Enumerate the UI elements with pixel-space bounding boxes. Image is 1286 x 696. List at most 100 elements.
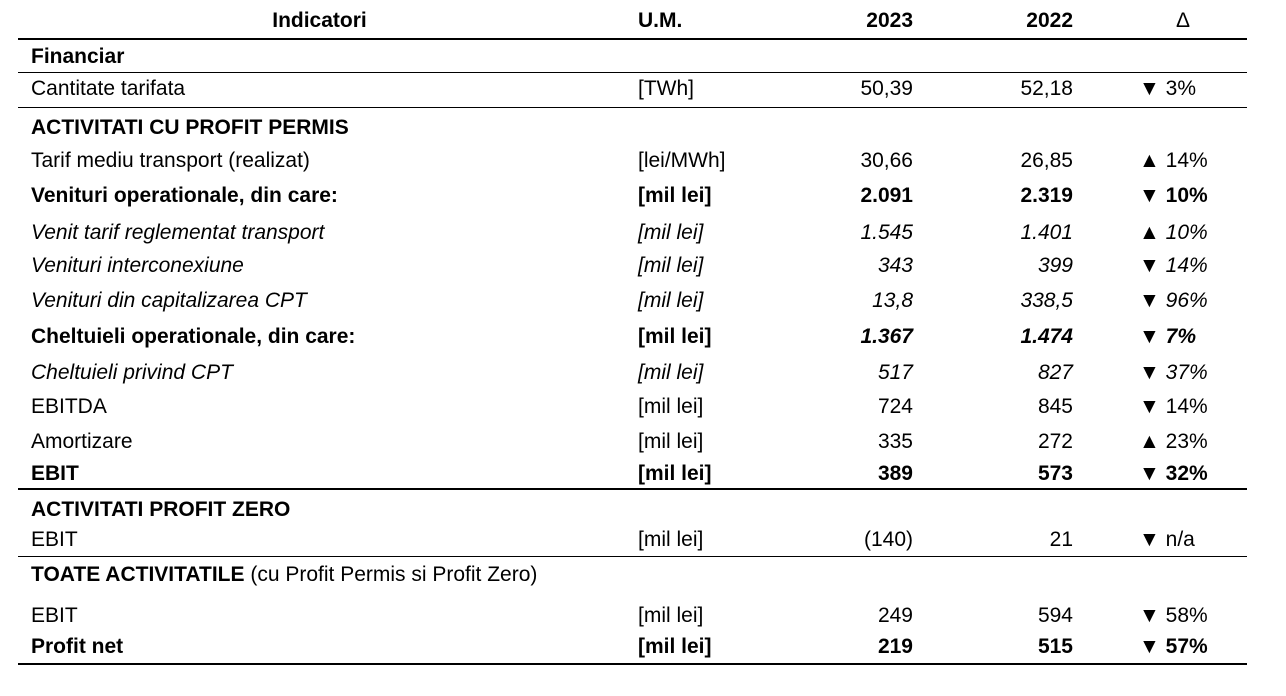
- arrow-down-icon: ▼: [1139, 635, 1160, 658]
- header-indicator: Indicatori: [272, 9, 367, 32]
- section-row: Financiar: [18, 40, 1247, 73]
- delta-percent: n/a: [1165, 528, 1195, 551]
- delta-percent: 14%: [1165, 254, 1208, 277]
- arrow-down-icon: ▼: [1139, 395, 1160, 418]
- value-2022: 2.319: [1020, 184, 1073, 207]
- table-row: Amortizare [mil lei] 335 272 ▲ 23%: [18, 424, 1247, 460]
- row-label: EBIT: [31, 462, 79, 485]
- value-2023: 13,8: [872, 289, 913, 312]
- section-title: ACTIVITATI PROFIT ZERO: [31, 498, 290, 522]
- delta-cell: ▼ n/a: [1139, 528, 1195, 552]
- arrow-down-icon: ▼: [1139, 604, 1160, 627]
- value-2022: 1.474: [1020, 325, 1073, 348]
- delta-cell: ▲ 14%: [1139, 149, 1208, 173]
- table-row: Cheltuieli operationale, din care: [mil l…: [18, 319, 1247, 355]
- row-label: Venituri operationale, din care:: [31, 184, 338, 207]
- value-2023: 724: [877, 395, 913, 418]
- row-unit: [mil lei]: [638, 184, 712, 207]
- table-body: Financiar Cantitate tarifata [TWh] 50,39 52,…: [18, 40, 1247, 665]
- table-row: Venituri operationale, din care: [mil lei…: [18, 177, 1247, 214]
- delta-cell: ▼ 37%: [1139, 361, 1208, 385]
- delta-cell: ▲ 23%: [1139, 430, 1208, 454]
- value-2023: (140): [863, 528, 913, 551]
- table-row: Venituri interconexiune [mil lei] 343 399 ▼ …: [18, 249, 1247, 284]
- delta-percent: 23%: [1165, 430, 1208, 453]
- arrow-down-icon: ▼: [1139, 77, 1160, 100]
- section-title-text: TOATE ACTIVITATILE: [31, 563, 245, 586]
- table-row: Profit net [mil lei] 219 515 ▼ 57%: [18, 631, 1247, 665]
- value-2022: 399: [1037, 254, 1073, 277]
- row-label: EBIT: [31, 604, 78, 627]
- delta-cell: ▼ 14%: [1139, 254, 1208, 278]
- value-2022: 52,18: [1020, 77, 1073, 100]
- row-unit: [mil lei]: [638, 289, 704, 312]
- delta-percent: 14%: [1165, 395, 1208, 418]
- section-title: TOATE ACTIVITATILE (cu Profit Permis si …: [31, 563, 537, 587]
- section-row: ACTIVITATI CU PROFIT PERMIS: [18, 108, 1247, 143]
- value-2023: 1.545: [860, 221, 913, 244]
- row-unit: [TWh]: [638, 77, 694, 100]
- row-label: Cheltuieli operationale, din care:: [31, 325, 356, 348]
- row-label: Amortizare: [31, 430, 133, 453]
- delta-percent: 96%: [1165, 289, 1208, 312]
- arrow-down-icon: ▼: [1139, 254, 1160, 277]
- row-unit: [mil lei]: [638, 395, 704, 418]
- delta-cell: ▼ 14%: [1139, 395, 1208, 419]
- row-unit: [mil lei]: [638, 325, 712, 348]
- value-2022: 594: [1037, 604, 1073, 627]
- delta-percent: 7%: [1165, 325, 1196, 348]
- arrow-up-icon: ▲: [1139, 149, 1160, 172]
- value-2023: 2.091: [860, 184, 913, 207]
- value-2023: 30,66: [860, 149, 913, 172]
- row-unit: [mil lei]: [638, 221, 704, 244]
- arrow-down-icon: ▼: [1139, 184, 1160, 207]
- section-row: ACTIVITATI PROFIT ZERO: [18, 490, 1247, 525]
- delta-cell: ▼ 32%: [1139, 462, 1208, 486]
- row-label: EBITDA: [31, 395, 107, 418]
- header-year-2023: 2023: [866, 9, 913, 32]
- value-2023: 219: [877, 635, 913, 658]
- row-label: Venit tarif reglementat transport: [31, 221, 325, 244]
- row-unit: [mil lei]: [638, 430, 704, 453]
- delta-cell: ▼ 7%: [1139, 325, 1196, 349]
- arrow-up-icon: ▲: [1139, 430, 1160, 453]
- delta-percent: 14%: [1165, 149, 1208, 172]
- header-um: U.M.: [638, 9, 683, 32]
- arrow-down-icon: ▼: [1139, 325, 1160, 348]
- value-2022: 573: [1037, 462, 1073, 485]
- delta-percent: 32%: [1165, 462, 1208, 485]
- row-label: Tarif mediu transport (realizat): [31, 149, 310, 172]
- section-row: TOATE ACTIVITATILE (cu Profit Permis si …: [18, 557, 1247, 595]
- row-unit: [lei/MWh]: [638, 149, 726, 172]
- delta-cell: ▼ 3%: [1139, 77, 1196, 101]
- row-label: Cantitate tarifata: [31, 77, 186, 100]
- value-2022: 26,85: [1020, 149, 1073, 172]
- row-label: Venituri interconexiune: [31, 254, 244, 277]
- section-title-suffix: (cu Profit Permis si Profit Zero): [244, 563, 538, 586]
- row-label: EBIT: [31, 528, 78, 551]
- delta-percent: 10%: [1165, 184, 1208, 207]
- arrow-down-icon: ▼: [1139, 528, 1160, 551]
- table-row: Venit tarif reglementat transport [mil le…: [18, 214, 1247, 249]
- table-row: EBIT [mil lei] (140) 21 ▼ n/a: [18, 525, 1247, 557]
- table-row: Cantitate tarifata [TWh] 50,39 52,18 ▼ 3%: [18, 73, 1247, 108]
- value-2023: 50,39: [860, 77, 913, 100]
- value-2023: 517: [877, 361, 913, 384]
- delta-cell: ▼ 96%: [1139, 289, 1208, 313]
- delta-percent: 10%: [1165, 221, 1208, 244]
- delta-percent: 3%: [1165, 77, 1196, 100]
- row-unit: [mil lei]: [638, 604, 704, 627]
- value-2022: 1.401: [1020, 221, 1073, 244]
- value-2022: 515: [1037, 635, 1073, 658]
- delta-cell: ▼ 58%: [1139, 604, 1208, 628]
- row-unit: [mil lei]: [638, 361, 704, 384]
- arrow-down-icon: ▼: [1139, 289, 1160, 312]
- value-2023: 335: [877, 430, 913, 453]
- value-2023: 389: [877, 462, 913, 485]
- table-row: EBIT [mil lei] 389 573 ▼ 32%: [18, 460, 1247, 490]
- table-row: EBIT [mil lei] 249 594 ▼ 58%: [18, 595, 1247, 631]
- indicators-table: Indicatori U.M. 2023 2022 Δ Financiar Can…: [18, 0, 1247, 665]
- value-2022: 272: [1037, 430, 1073, 453]
- table-row: EBITDA [mil lei] 724 845 ▼ 14%: [18, 390, 1247, 424]
- table-row: Cheltuieli privind CPT [mil lei] 517 827 ▼ 3…: [18, 355, 1247, 390]
